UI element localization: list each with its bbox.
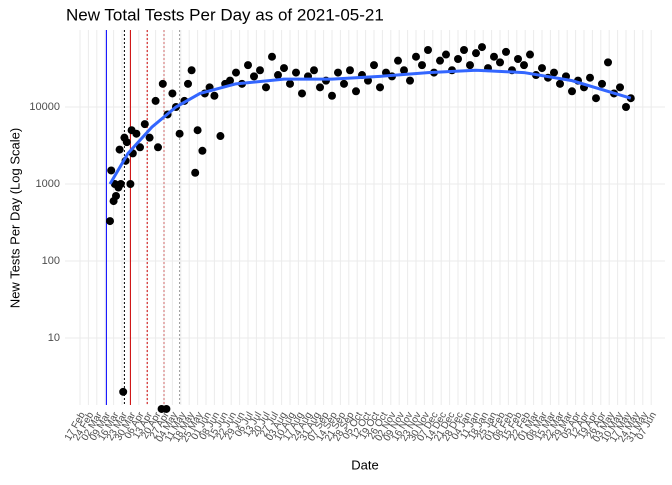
data-point bbox=[418, 61, 426, 70]
data-point bbox=[442, 50, 450, 59]
data-point bbox=[400, 66, 408, 75]
y-tick-label: 10 bbox=[48, 332, 60, 344]
chart-title: New Total Tests Per Day as of 2021-05-21 bbox=[66, 5, 384, 24]
data-point bbox=[122, 138, 131, 147]
data-point bbox=[193, 126, 202, 135]
data-point bbox=[424, 45, 432, 54]
data-point bbox=[158, 79, 167, 88]
data-point bbox=[592, 94, 600, 103]
data-point bbox=[175, 129, 184, 138]
data-point bbox=[107, 166, 116, 175]
data-point bbox=[151, 96, 160, 105]
data-point bbox=[352, 87, 360, 96]
data-point bbox=[106, 217, 114, 226]
data-point bbox=[115, 145, 124, 154]
data-point bbox=[298, 89, 306, 98]
data-point bbox=[112, 191, 120, 200]
data-point bbox=[526, 50, 534, 59]
data-point bbox=[370, 61, 378, 70]
data-point bbox=[616, 83, 624, 92]
data-point bbox=[550, 68, 558, 77]
data-point bbox=[126, 180, 135, 189]
data-point bbox=[598, 79, 606, 88]
data-point bbox=[604, 58, 612, 67]
data-point bbox=[268, 52, 276, 61]
data-point bbox=[316, 83, 324, 92]
data-point bbox=[140, 120, 149, 129]
data-point bbox=[466, 61, 474, 70]
data-point bbox=[586, 73, 594, 82]
data-point bbox=[191, 168, 200, 177]
data-point bbox=[168, 89, 177, 98]
data-point bbox=[334, 68, 342, 77]
data-point bbox=[116, 180, 125, 189]
trend-line bbox=[108, 68, 632, 185]
data-point bbox=[226, 76, 234, 85]
data-point bbox=[406, 76, 414, 85]
data-point bbox=[210, 91, 219, 100]
data-point bbox=[162, 404, 171, 413]
data-point bbox=[478, 43, 486, 52]
data-point bbox=[556, 79, 564, 88]
data-point bbox=[256, 66, 264, 75]
data-point bbox=[538, 64, 546, 73]
y-tick-label: 1000 bbox=[36, 178, 60, 190]
data-point bbox=[490, 52, 498, 61]
data-point bbox=[187, 66, 196, 75]
y-tick-label: 100 bbox=[42, 255, 60, 267]
data-point bbox=[514, 55, 522, 64]
data-point bbox=[412, 52, 420, 61]
data-point bbox=[622, 103, 630, 112]
data-point bbox=[262, 83, 270, 92]
data-point bbox=[340, 79, 348, 88]
data-point bbox=[280, 64, 288, 73]
data-point bbox=[244, 61, 252, 70]
data-point bbox=[460, 45, 468, 54]
data-point bbox=[250, 72, 258, 81]
data-point bbox=[328, 91, 336, 100]
data-point bbox=[216, 132, 225, 141]
y-axis-label: New Tests Per Day (Log Scale) bbox=[7, 128, 22, 308]
data-point bbox=[136, 143, 144, 152]
data-point bbox=[198, 146, 207, 155]
data-point bbox=[496, 58, 504, 67]
data-point bbox=[568, 87, 576, 96]
data-point bbox=[286, 79, 294, 88]
data-point bbox=[292, 68, 300, 77]
data-point bbox=[520, 61, 528, 70]
data-point bbox=[119, 387, 128, 396]
data-point bbox=[436, 56, 444, 65]
data-point bbox=[346, 66, 354, 75]
data-point bbox=[310, 66, 318, 75]
data-point bbox=[502, 47, 510, 56]
data-point bbox=[184, 79, 192, 88]
data-point bbox=[394, 56, 402, 65]
data-point bbox=[454, 55, 462, 64]
y-tick-label: 10000 bbox=[29, 101, 60, 113]
data-point bbox=[145, 133, 154, 142]
data-point bbox=[154, 143, 162, 152]
data-point bbox=[472, 49, 480, 58]
data-point bbox=[232, 68, 240, 77]
data-point bbox=[376, 83, 384, 92]
x-axis-label: Date bbox=[351, 457, 378, 472]
data-point bbox=[132, 129, 141, 138]
data-point bbox=[274, 71, 282, 80]
